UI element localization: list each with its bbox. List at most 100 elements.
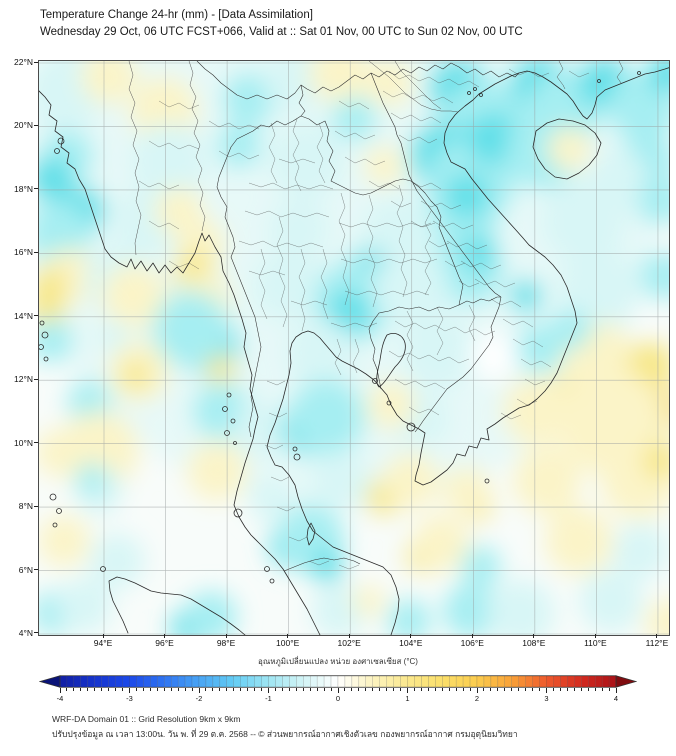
colorbar-minor-tick xyxy=(309,688,311,691)
colorbar-minor-tick xyxy=(302,688,304,691)
colorbar-minor-tick xyxy=(427,688,429,691)
colorbar-minor-tick xyxy=(434,688,436,691)
province-boundaries xyxy=(138,68,590,570)
colorbar-minor-tick xyxy=(108,688,110,691)
colorbar-minor-tick xyxy=(122,688,124,691)
x-axis-tick xyxy=(533,634,535,638)
colorbar-minor-tick xyxy=(608,688,610,691)
colorbar-minor-tick xyxy=(497,688,499,691)
x-axis-label: 94°E xyxy=(93,638,113,648)
colorbar-minor-tick xyxy=(80,688,82,691)
colorbar-tick-label: 2 xyxy=(474,694,480,703)
colorbar-minor-tick xyxy=(594,688,596,691)
x-axis-tick xyxy=(594,634,596,638)
colorbar-major-tick xyxy=(615,688,617,693)
colorbar-minor-tick xyxy=(344,688,346,691)
colorbar-major-tick xyxy=(476,688,478,693)
colorbar-minor-tick xyxy=(469,688,471,691)
colorbar-minor-tick xyxy=(372,688,374,691)
songkhla-lagoon xyxy=(306,522,316,546)
x-axis-label: 96°E xyxy=(155,638,174,648)
x-axis-tick xyxy=(164,634,166,638)
map-area: 94°E 96°E 98°E 100°E 102°E 104°E 106°E 108°E 110… xyxy=(14,57,670,648)
colorbar-minor-tick xyxy=(274,688,276,691)
colorbar-minor-tick xyxy=(87,688,89,691)
colorbar-minor-tick xyxy=(66,688,68,691)
colorbar-minor-tick xyxy=(566,688,568,691)
colorbar-minor-tick xyxy=(170,688,172,691)
colorbar-tick-label: -4 xyxy=(56,694,64,703)
colorbar-minor-tick xyxy=(525,688,527,691)
y-axis-label: 6°N xyxy=(18,564,33,575)
y-axis-label: 8°N xyxy=(18,501,33,512)
colorbar-minor-tick xyxy=(455,688,457,691)
colorbar-gradient xyxy=(38,675,638,688)
colorbar-major-tick xyxy=(407,688,408,693)
footer: WRF-DA Domain 01 :: Grid Resolution 9km … xyxy=(52,712,518,742)
y-axis-label: 22°N xyxy=(14,57,33,67)
x-axis-tick xyxy=(348,634,350,638)
x-axis-label: 106°E xyxy=(460,638,484,648)
colorbar-minor-tick xyxy=(226,688,228,691)
tonle-sap-lake xyxy=(376,333,406,388)
y-axis-tick xyxy=(34,61,38,63)
x-axis-label: 110°E xyxy=(584,638,607,648)
colorbar-label: อุณหภูมิเปลี่ยนแปลง หน่วย องศาเซลเซียส (… xyxy=(258,657,418,666)
y-axis-tick xyxy=(34,251,38,253)
colorbar-major-tick xyxy=(546,688,547,693)
y-axis-tick xyxy=(34,442,38,444)
colorbar-minor-tick xyxy=(462,688,464,691)
colorbar-tick-label: 3 xyxy=(544,694,549,703)
colorbar-minor-tick xyxy=(142,688,144,691)
colorbar-minor-tick xyxy=(205,688,207,691)
colorbar-major-tick xyxy=(337,688,339,693)
y-axis-label: 20°N xyxy=(14,120,33,131)
x-axis-tick xyxy=(471,634,473,638)
colorbar-minor-tick xyxy=(240,688,242,691)
colorbar-minor-tick xyxy=(518,688,520,691)
x-axis-label: 112°E xyxy=(645,638,669,648)
colorbar-minor-tick xyxy=(184,688,186,691)
country-borders xyxy=(196,61,520,572)
y-axis-tick xyxy=(34,315,38,317)
y-axis-tick xyxy=(34,632,38,634)
hainan-island xyxy=(532,118,602,180)
colorbar-minor-tick xyxy=(413,688,415,691)
colorbar-minor-tick xyxy=(393,688,395,691)
x-axis-tick xyxy=(410,634,412,638)
title-block: Temperature Change 24-hr (mm) - [Data As… xyxy=(40,7,523,41)
colorbar-minor-tick xyxy=(587,688,589,691)
colorbar-minor-tick xyxy=(379,688,381,691)
colorbar-minor-tick xyxy=(504,688,506,691)
small-islands xyxy=(39,71,641,584)
colorbar-minor-tick xyxy=(191,688,193,691)
y-axis-tick xyxy=(34,569,38,571)
y-axis-label: 16°N xyxy=(14,247,33,258)
colorbar-tick-label: 0 xyxy=(335,694,341,703)
colorbar-major-tick xyxy=(59,688,61,693)
x-axis-label: 108°E xyxy=(522,638,546,648)
colorbar-minor-tick xyxy=(288,688,290,691)
coastlines xyxy=(39,67,669,635)
x-axis-label: 98°E xyxy=(216,638,236,648)
colorbar-major-tick xyxy=(129,688,130,693)
y-axis-tick xyxy=(34,124,38,126)
x-axis-tick xyxy=(102,634,104,638)
colorbar-minor-tick xyxy=(559,688,561,691)
colorbar-minor-tick xyxy=(323,688,325,691)
colorbar-minor-tick xyxy=(212,688,214,691)
footer-domain-info: WRF-DA Domain 01 :: Grid Resolution 9km … xyxy=(52,714,241,724)
colorbar-minor-tick xyxy=(295,688,297,691)
colorbar-minor-tick xyxy=(420,688,422,691)
colorbar-minor-tick xyxy=(511,688,513,691)
colorbar-minor-tick xyxy=(400,688,402,691)
y-axis-label: 18°N xyxy=(14,183,33,194)
footer-credit-thai: ปรับปรุงข้อมูล ณ เวลา 13:00น. วัน พ. ที่… xyxy=(52,729,518,739)
x-axis-tick xyxy=(225,634,227,638)
sumatra-coast xyxy=(108,576,246,635)
colorbar-minor-tick xyxy=(247,688,249,691)
colorbar-minor-tick xyxy=(73,688,75,691)
x-axis-label: 102°E xyxy=(337,638,361,648)
colorbar: -4 -3 -2 -1 0 1 2 3 4 xyxy=(38,675,638,707)
